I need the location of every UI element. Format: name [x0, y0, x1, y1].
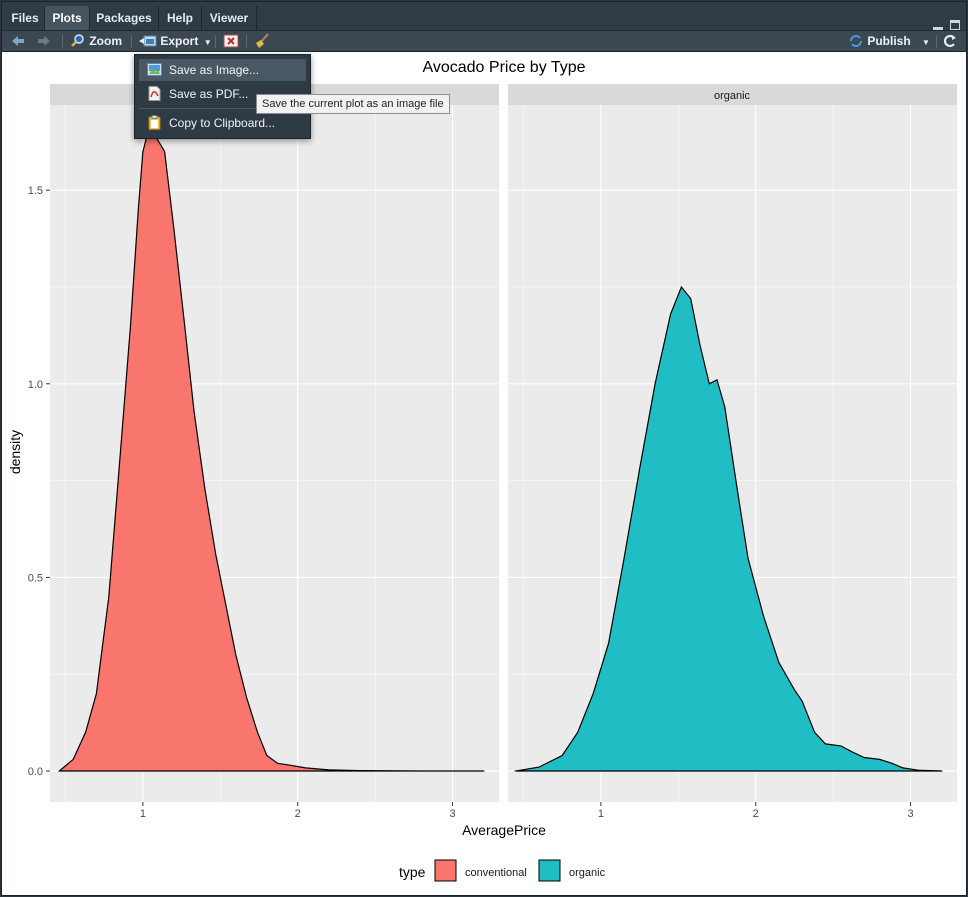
density-chart: Avocado Price by Type organic 0.0 0.5 1.0 1…	[7, 59, 957, 882]
density-area-conventional	[58, 133, 485, 772]
menu-item-label: Save as Image...	[169, 63, 260, 77]
toolbar-divider	[215, 35, 216, 48]
zoom-magnifier-icon	[71, 34, 84, 47]
legend-label-organic: organic	[569, 867, 606, 879]
minimize-pane-icon[interactable]	[932, 27, 943, 30]
menu-divider	[139, 108, 306, 109]
publish-icon	[850, 35, 862, 47]
clipboard-icon	[148, 115, 161, 130]
legend-label-conventional: conventional	[465, 867, 527, 879]
facet-panel-conventional	[50, 84, 499, 802]
plots-toolbar: Zoom Export ▼ Publish ▼	[2, 31, 966, 52]
refresh-icon	[943, 34, 956, 48]
back-arrow-icon[interactable]	[10, 31, 26, 51]
export-icon	[139, 35, 157, 47]
toolbar-divider	[131, 35, 132, 48]
image-file-icon	[147, 63, 162, 76]
publish-button[interactable]: Publish ▼	[848, 31, 930, 51]
tab-files[interactable]: Files	[6, 6, 45, 30]
x-tick-label: 2	[753, 808, 759, 820]
maximize-pane-icon[interactable]	[950, 20, 960, 30]
menu-item-save-as-pdf[interactable]: Save as PDF...	[139, 83, 306, 105]
remove-plot-icon	[223, 34, 239, 48]
toolbar-divider	[246, 35, 247, 48]
tab-plots[interactable]: Plots	[45, 6, 90, 30]
tab-packages[interactable]: Packages	[90, 6, 159, 30]
y-axis: 0.0 0.5 1.0 1.5	[28, 185, 50, 778]
chevron-down-icon: ▼	[922, 38, 930, 47]
export-label: Export	[160, 34, 199, 48]
zoom-label: Zoom	[89, 34, 123, 48]
facet-strip-label: organic	[714, 90, 751, 102]
plot-viewport: Avocado Price by Type organic 0.0 0.5 1.0 1…	[2, 52, 966, 895]
x-axis-title: AveragePrice	[462, 822, 546, 838]
broom-icon	[256, 33, 269, 48]
forward-arrow-icon[interactable]	[36, 31, 52, 51]
tab-help[interactable]: Help	[159, 6, 202, 30]
export-button[interactable]: Export ▼	[139, 31, 212, 51]
menu-item-copy-to-clipboard[interactable]: Copy to Clipboard...	[139, 112, 306, 134]
x-tick-label: 3	[907, 808, 913, 820]
legend-title: type	[399, 864, 426, 880]
menu-item-label: Copy to Clipboard...	[169, 116, 276, 130]
facet-panel-organic: organic	[508, 84, 957, 802]
y-tick-label: 1.0	[28, 379, 43, 391]
facet-strip-organic	[508, 84, 957, 105]
legend-key-conventional	[434, 859, 457, 882]
refresh-button[interactable]	[942, 31, 958, 51]
density-area-organic	[513, 285, 943, 772]
y-axis-title: density	[7, 430, 23, 474]
y-tick-label: 1.5	[28, 185, 43, 197]
clear-all-plots-button[interactable]	[253, 31, 271, 51]
remove-plot-button[interactable]	[222, 31, 240, 51]
x-tick-label: 3	[449, 808, 455, 820]
toolbar-divider	[62, 35, 63, 48]
menu-item-save-as-image[interactable]: Save as Image...	[139, 59, 306, 81]
chevron-down-icon: ▼	[203, 38, 212, 47]
y-tick-label: 0.5	[28, 572, 43, 584]
tab-viewer[interactable]: Viewer	[202, 6, 257, 30]
x-tick-label: 1	[598, 808, 604, 820]
window-controls	[932, 12, 960, 30]
legend: type conventional organic	[399, 859, 606, 882]
pdf-file-icon	[148, 86, 161, 101]
export-menu: Save as Image... Save as PDF... Copy to …	[134, 54, 311, 139]
tooltip: Save the current plot as an image file	[256, 94, 450, 114]
menu-item-label: Save as PDF...	[169, 87, 249, 101]
publish-label: Publish	[867, 34, 911, 48]
pane-tab-bar: Files Plots Packages Help Viewer	[2, 2, 966, 31]
y-tick-label: 0.0	[28, 766, 43, 778]
x-axis: 1 2 3 1 2 3	[140, 802, 914, 820]
toolbar-divider	[936, 35, 937, 48]
chart-title: Avocado Price by Type	[422, 59, 585, 76]
zoom-button[interactable]: Zoom	[70, 31, 122, 51]
x-tick-label: 2	[295, 808, 301, 820]
legend-key-organic	[538, 859, 561, 882]
x-tick-label: 1	[140, 808, 146, 820]
